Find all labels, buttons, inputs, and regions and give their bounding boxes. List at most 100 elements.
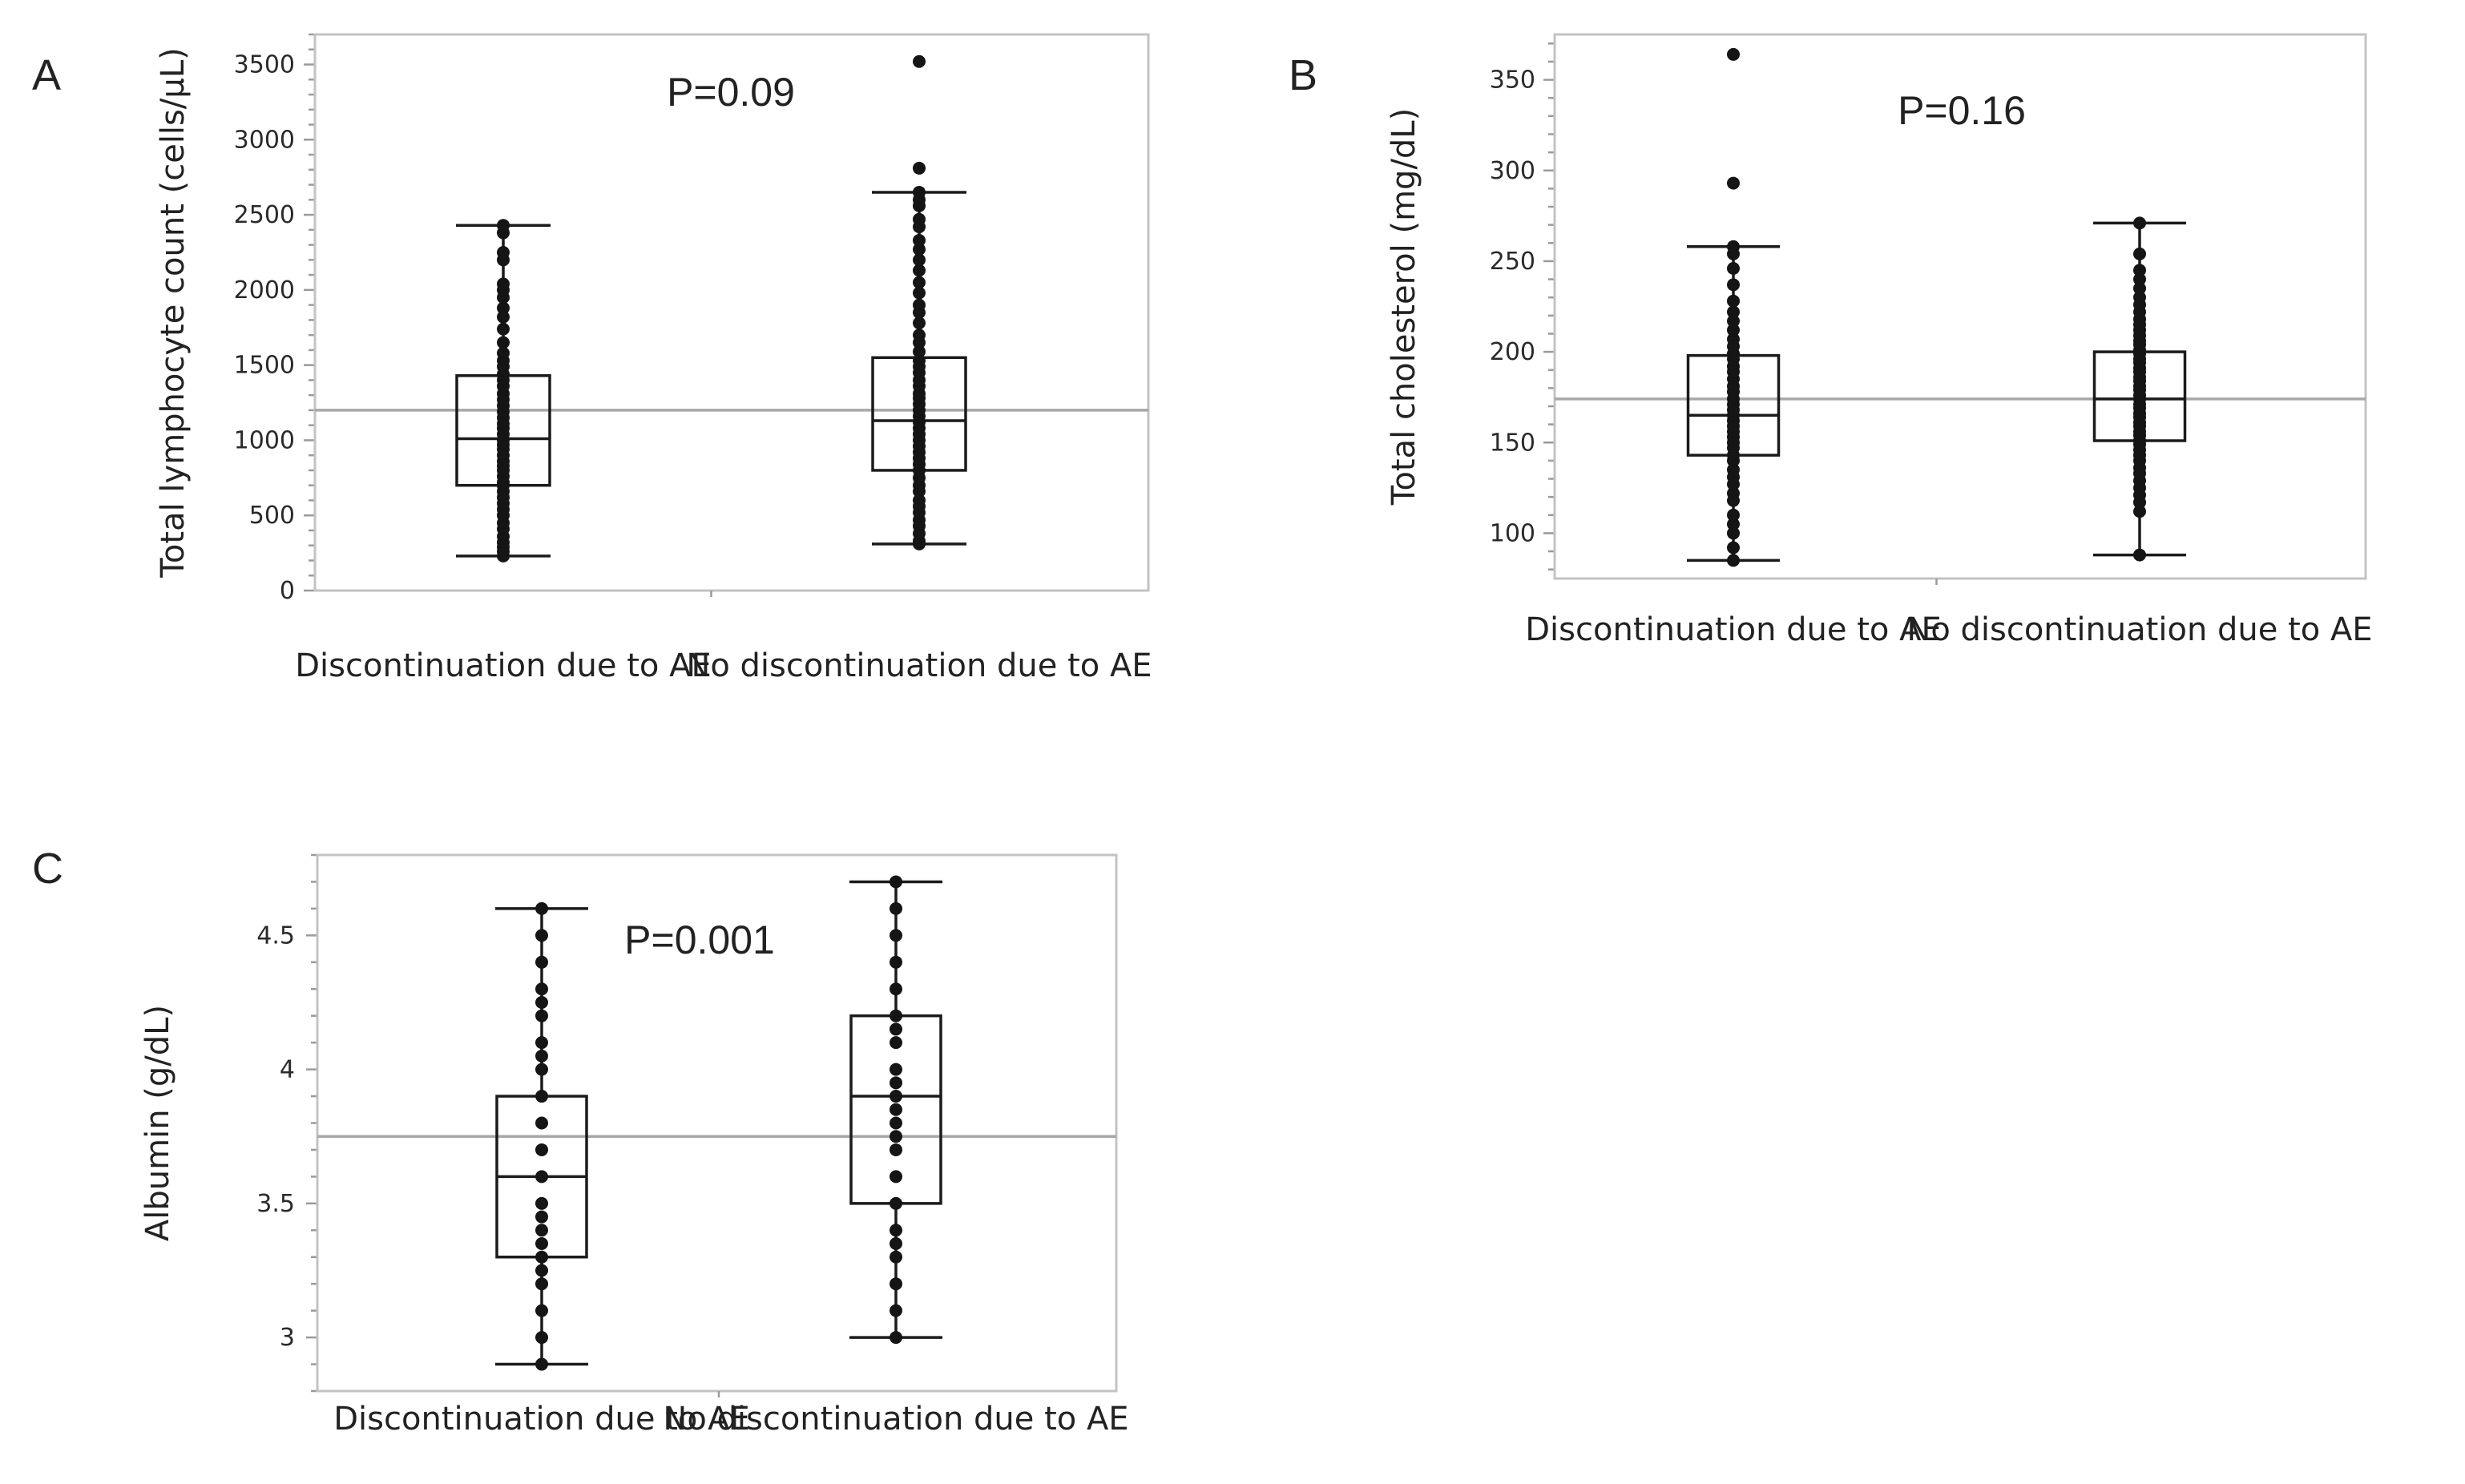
data-point [890,982,902,996]
data-point [535,1049,548,1063]
data-point [890,1250,902,1264]
y-tick-label: 3500 [234,51,295,79]
y-tick-label: 150 [1490,429,1535,457]
data-point [1727,526,1740,540]
data-point [1727,554,1740,567]
data-point [890,1090,902,1103]
data-point [497,245,510,259]
data-point [535,1196,548,1210]
panel-letter-c: C [32,845,63,893]
y-tick-label: 1500 [234,352,295,380]
data-point [535,995,548,1009]
data-point [2133,216,2146,230]
data-point [535,1210,548,1224]
data-point [913,494,926,507]
data-point [2133,264,2146,277]
data-point [913,264,926,277]
data-point [497,310,510,324]
data-point [890,955,902,969]
data-point [535,1224,548,1237]
data-point [890,1277,902,1291]
data-point [913,233,926,247]
data-point [1727,305,1740,319]
data-point [913,185,926,199]
data-point [890,1009,902,1022]
data-point [890,1116,902,1130]
data-point [913,212,926,226]
y-axis-label: Total lymphocyte count (cells/μL) [155,47,192,578]
y-tick-label: 250 [1490,248,1535,276]
data-point [1727,176,1740,190]
y-axis-label: Total cholesterol (mg/dL) [1386,108,1422,506]
data-point [1727,278,1740,292]
data-point [890,1331,902,1345]
data-point [890,1103,902,1116]
x-category-label: Discontinuation due to AE [1525,611,1942,648]
plot-frame [316,853,1118,1393]
data-point [890,875,902,889]
data-point [1727,541,1740,554]
data-point [1727,518,1740,531]
panel-letter-b: B [1289,51,1317,99]
y-tick-label: 350 [1490,67,1535,95]
data-point [535,1036,548,1050]
data-point [535,929,548,942]
y-tick-label: 4 [280,1056,295,1084]
panel-letter-a: A [32,51,61,99]
panel-a: A P=0.09 Total lymphocyte count (cells/μ… [32,33,1152,684]
box-group [495,901,588,1371]
y-tick-label: 2500 [234,201,295,229]
data-point [913,253,926,267]
y-tick-label: 300 [1490,157,1535,185]
plot-frame [313,33,1150,592]
data-point [1727,294,1740,308]
y-axis-label: Albumin (g/dL) [139,1005,176,1241]
data-point [890,1130,902,1143]
data-point [913,354,926,368]
data-point [1727,47,1740,61]
data-point [913,298,926,312]
data-point [535,1304,548,1317]
data-point [535,955,548,969]
p-value-annotation: P=0.001 [624,917,775,962]
plot-frame [1553,33,2367,580]
y-tick-label: 500 [249,502,295,530]
data-point [890,1036,902,1050]
x-category-label: No discontinuation due to AE [1906,611,2372,648]
y-tick-label: 100 [1490,519,1535,547]
box-group [2092,216,2187,562]
data-point [497,301,510,315]
data-point [535,1009,548,1022]
data-point [535,1277,548,1291]
panel-b: B P=0.16 Total cholesterol (mg/dL) Disco… [1289,33,2373,648]
x-category-label: Discontinuation due to AE [295,647,712,684]
data-point [890,1143,902,1156]
data-point [890,1304,902,1317]
data-point [890,901,902,915]
data-point [1727,261,1740,275]
y-tick-label: 4.5 [256,921,295,950]
y-tick-label: 3 [280,1324,295,1352]
data-point [913,54,926,68]
data-point [2133,548,2146,562]
data-point [535,1143,548,1156]
x-category-label: Discontinuation due to AE [333,1401,750,1438]
data-point [1727,508,1740,522]
data-point [535,1170,548,1184]
data-point [890,1196,902,1210]
y-tick-label: 0 [280,577,295,605]
data-point [1727,314,1740,328]
data-point [535,1357,548,1371]
data-point [890,1076,902,1090]
data-point [535,1331,548,1345]
data-point [913,286,926,300]
data-point [913,161,926,175]
data-point [1727,240,1740,253]
panel-c: C P=0.001 Albumin (g/dL) Discontinuation… [32,845,1129,1438]
data-point [890,1224,902,1237]
data-point [2133,247,2146,260]
data-point [2133,505,2146,518]
p-value-annotation: P=0.16 [1898,88,2026,133]
data-point [497,277,510,291]
